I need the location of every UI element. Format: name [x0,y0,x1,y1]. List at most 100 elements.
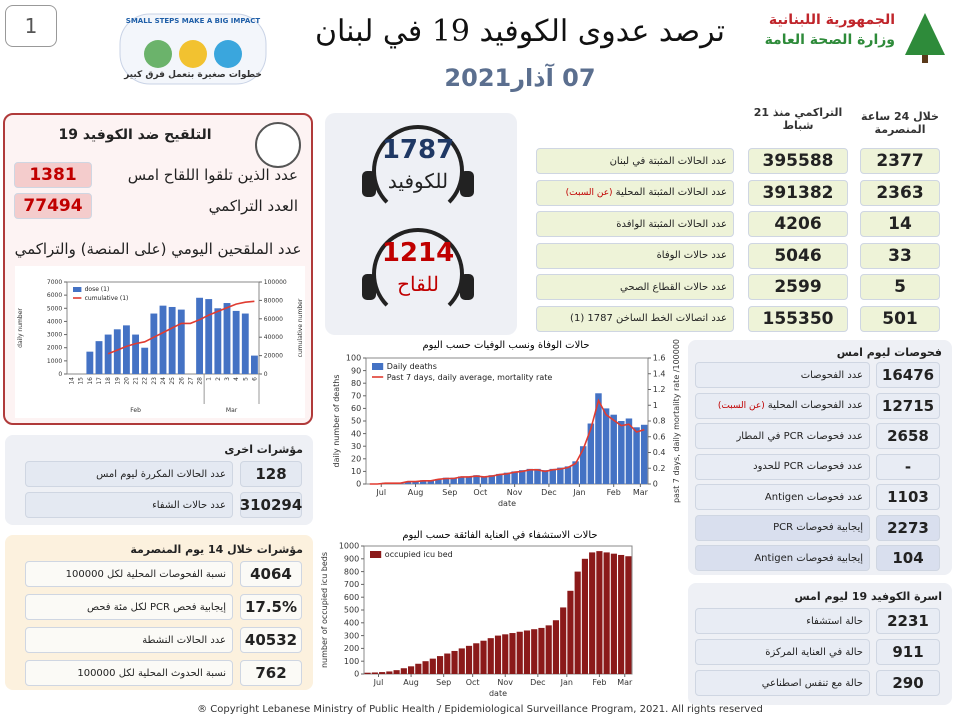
hotline-number: 1214 [381,238,455,268]
bar [496,473,503,484]
bar [232,310,240,374]
x-tick-label: 16 [87,377,94,385]
legend-label: Past 7 days, daily average, mortality ra… [387,373,553,382]
row-label: العدد التراكمي [208,197,298,215]
tick-label: 50 [351,417,361,426]
x-tick-label: 26 [178,377,185,385]
bar [596,551,603,674]
value: 1103 [876,484,940,510]
legend-swatch [370,551,382,558]
campaign-arabic: خطوات صغيرة بتعمل فرق كبير [124,70,262,80]
bar [386,671,393,674]
tick-label: 2000 [47,345,62,352]
bar [223,303,231,374]
tick-label: 100000 [264,279,287,286]
bar [567,590,574,674]
bar [404,481,412,484]
tick-label: 1.6 [653,354,666,363]
campaign-slogan: SMALL STEPS MAKE A BIG IMPACT [125,17,261,25]
bar [159,305,167,374]
row-label: إيجابية فحوصات Antigen [695,545,870,571]
row-label: عدد الفحوصات المحلية (عن السبت) [695,392,870,419]
x-tick-label: Feb [607,488,621,497]
value: 14 [860,211,940,237]
bar [618,554,625,674]
row-label: حالة في العناية المركزة [695,639,870,665]
date: 07 آذار2021 [444,64,596,92]
bar [618,421,625,484]
tick-label: 1 [653,401,658,410]
tick-label: 30 [351,442,361,451]
bar [640,424,648,484]
chart-title: حالات الاستشفاء في العناية الفائقة حسب ا… [402,530,597,541]
value: 310294 [240,492,302,518]
headset-ear [362,274,376,300]
x-tick-label: Aug [408,488,424,497]
x-tick-label: 17 [96,377,103,385]
bar [538,627,545,674]
x-group-label: Feb [130,407,141,414]
x-tick-label: 6 [251,377,258,381]
section-title: اسرة الكوفيد 19 ليوم امس [794,590,942,603]
x-tick-label: 3 [224,377,231,381]
tick-label: 3000 [47,332,62,339]
x-tick-label: 20 [123,377,130,385]
label-text: حالة مع تنفس اصطناعي [761,677,863,689]
x-tick-label: Nov [497,678,513,687]
label-text: نسبة الحدوث المحلية لكل 100000 [77,667,226,679]
x-tick-label: 15 [78,377,85,385]
tick-label: 200 [344,644,359,653]
x-tick-label: 21 [133,377,140,385]
campaign-logo [119,13,267,85]
section-title: التلقيح ضد الكوفيد 19 [58,127,212,143]
label-note: (عن السبت) [565,187,613,198]
x-tick-label: 27 [187,377,194,385]
x-tick-label: Oct [473,488,487,497]
line [107,300,255,355]
label-text: إيجابية فحوصات PCR [773,522,863,533]
col-header-cumulative: التراكمي منذ 21 شباط [753,106,843,132]
line [369,398,645,485]
bar [488,475,495,484]
value: 5 [860,274,940,300]
x-tick-label: Nov [507,488,523,497]
row-label: عدد الفحوصات [695,362,870,388]
label-text: عدد حالات الشفاء [152,499,226,511]
x-tick-label: Mar [633,488,649,497]
value: 2363 [860,179,940,206]
x-tick-label: Jul [375,488,386,497]
tick-label: 60 [351,404,361,413]
row-label: عدد فحوصات Antigen [695,484,870,510]
label-text: عدد الحالات المثبتة المحلية [615,187,727,198]
bar [465,476,473,484]
legend-label: occupied icu bed [385,550,453,559]
bar [552,620,560,674]
bar [435,478,442,484]
x-tick-label: Aug [403,678,419,687]
bar [422,661,429,674]
label-text: عدد اتصالات الخط الساخن 1787 (1) [570,313,727,324]
x-tick-label: 28 [197,377,204,385]
bar [511,471,518,484]
label-text: إيجابية فحوصات Antigen [754,552,863,564]
bar [168,306,176,374]
row-label: عدد الذين تلقوا اللقاح امس [127,166,298,184]
bar [458,648,465,674]
label-note: (عن السبت) [717,400,765,411]
ministry-line2: وزارة الصحة العامة [764,32,895,48]
bar [465,645,473,674]
hotline-label: للكوفيد [387,169,449,193]
value: 501 [860,305,940,332]
bar [545,625,552,674]
value: 1381 [14,162,92,188]
bar [503,472,511,484]
section-title: مؤشرات اخرى [224,443,303,456]
label-text: عدد حالات القطاع الصحي [620,281,727,293]
bar [560,607,567,674]
tick-label: 1.4 [653,369,666,378]
bar [95,341,103,374]
bar [251,355,258,374]
headset-ear [460,171,474,197]
bar [123,325,130,374]
